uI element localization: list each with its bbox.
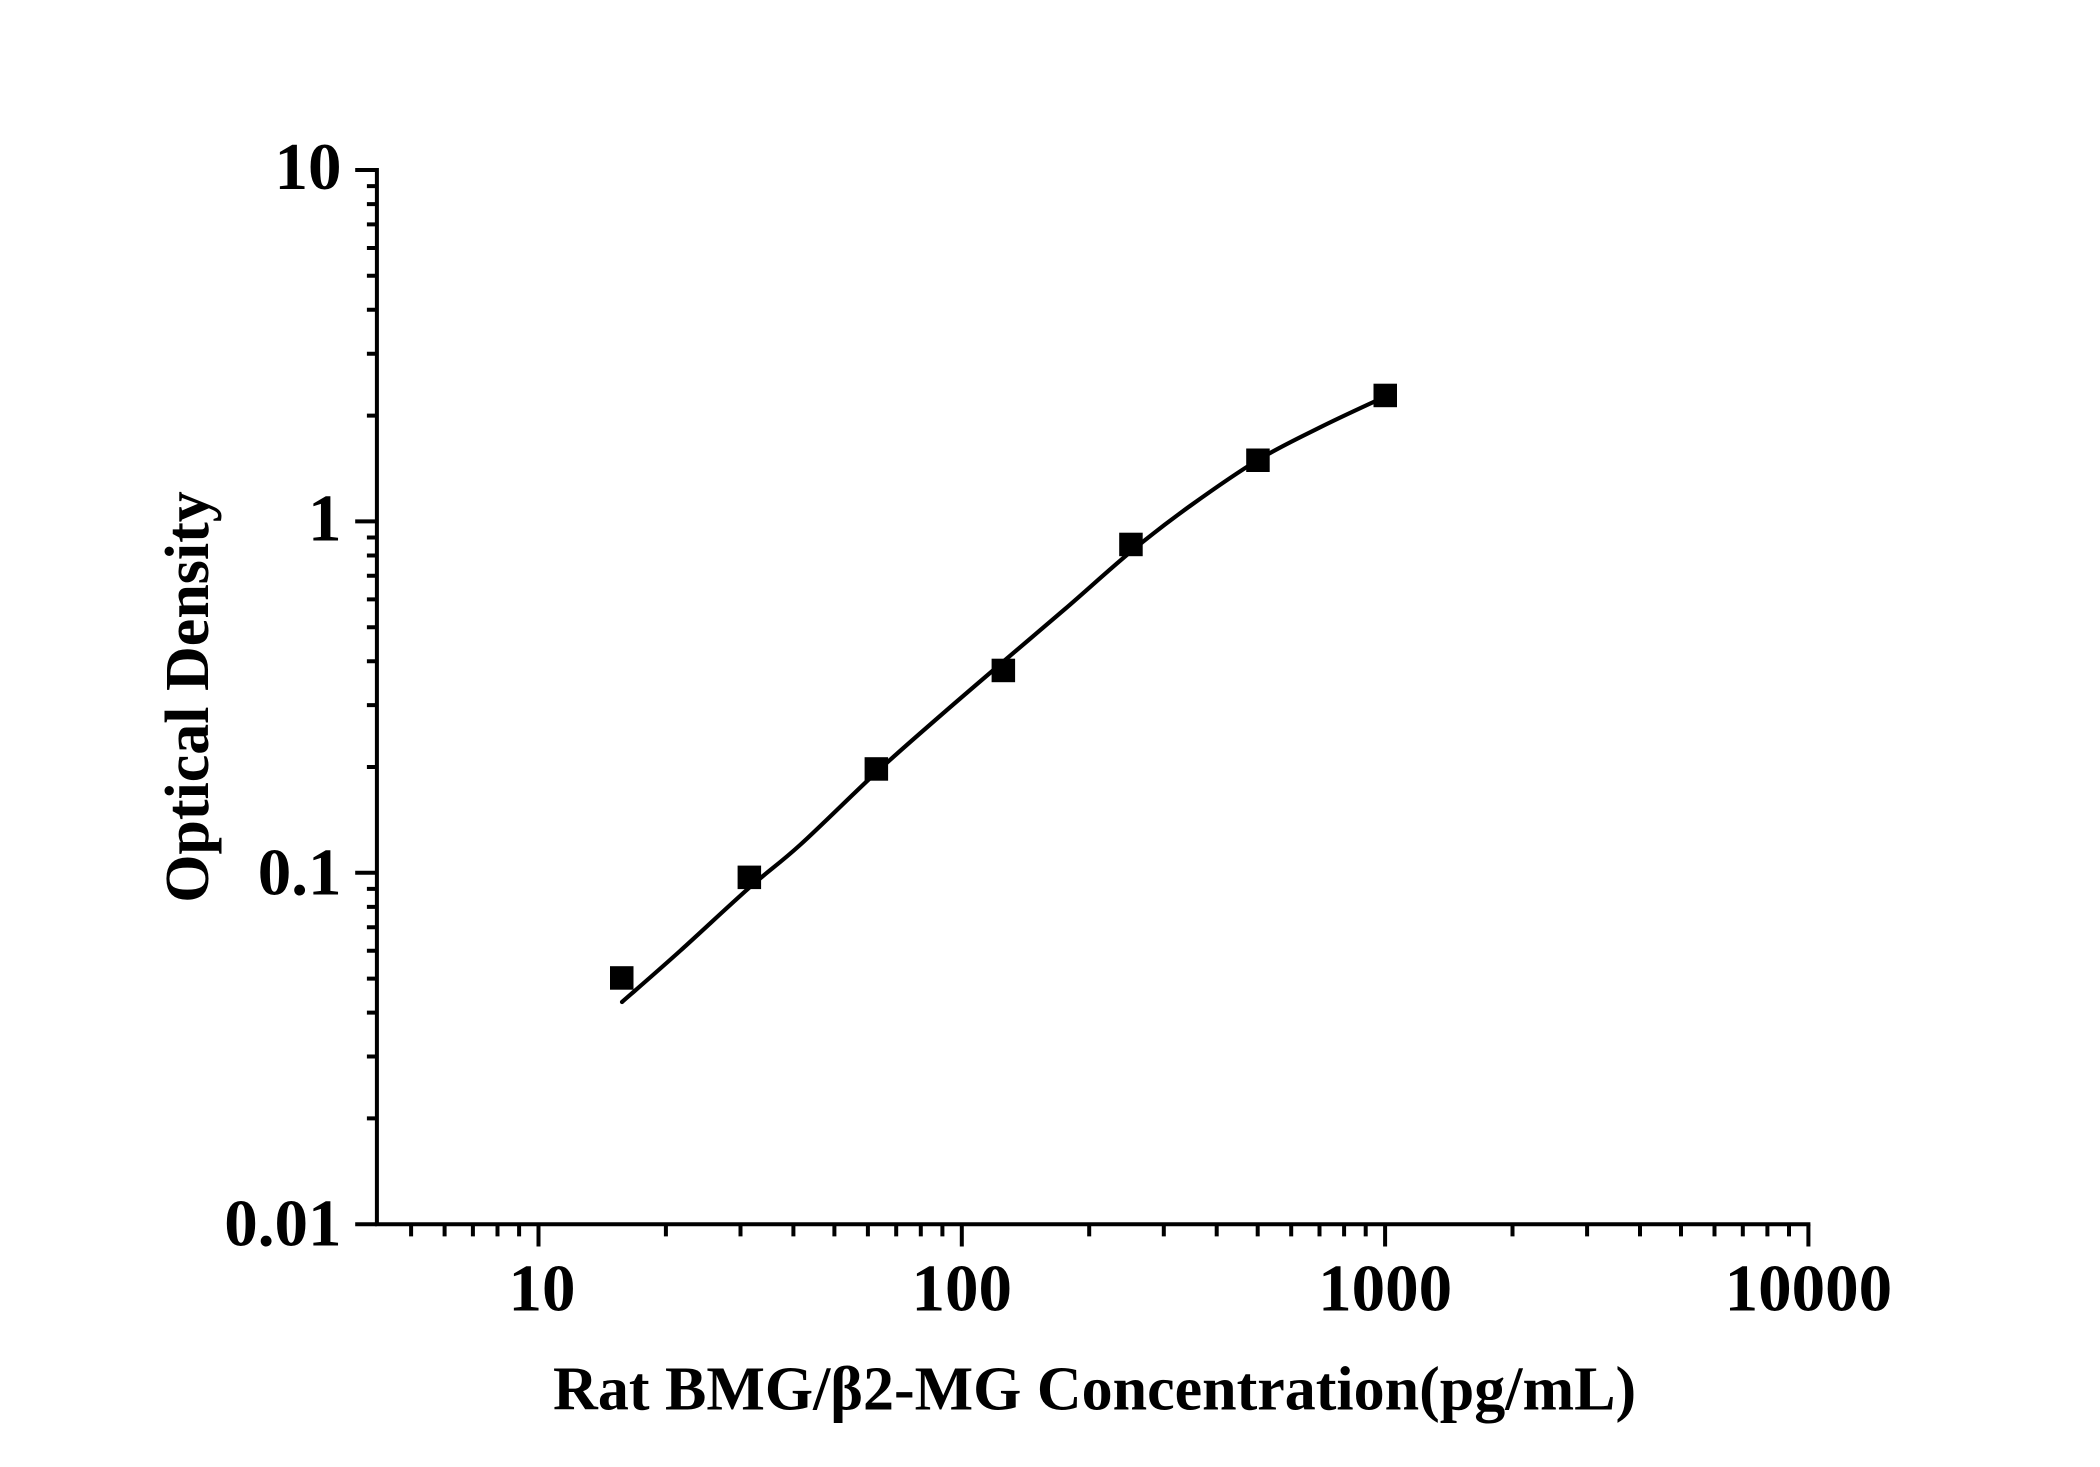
svg-text:0.1: 0.1 — [258, 836, 342, 910]
svg-text:0.01: 0.01 — [224, 1187, 341, 1261]
svg-text:10: 10 — [275, 130, 342, 204]
svg-text:10: 10 — [509, 1252, 576, 1326]
svg-text:1: 1 — [308, 481, 342, 555]
svg-text:1000: 1000 — [1318, 1252, 1452, 1326]
svg-text:Optical Density: Optical Density — [154, 491, 222, 903]
svg-text:10000: 10000 — [1725, 1252, 1893, 1326]
svg-text:Rat BMG/β2-MG Concentration(pg: Rat BMG/β2-MG Concentration(pg/mL) — [553, 1356, 1636, 1424]
svg-text:100: 100 — [912, 1252, 1013, 1326]
